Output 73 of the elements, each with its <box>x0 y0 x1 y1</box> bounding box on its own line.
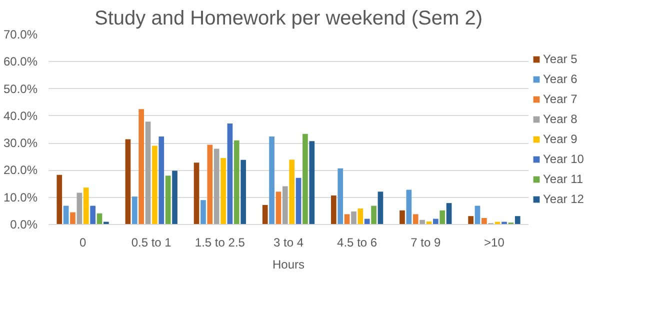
legend-label: Year 10 <box>543 152 584 166</box>
bar <box>282 186 288 224</box>
legend-label: Year 6 <box>543 72 578 86</box>
bar <box>132 196 138 224</box>
bar <box>227 124 233 224</box>
bar <box>76 192 82 224</box>
y-tick-label: 50.0% <box>3 82 38 96</box>
bar <box>482 218 487 224</box>
bar <box>474 206 480 224</box>
y-tick-label: 30.0% <box>3 136 38 150</box>
bar <box>165 176 171 224</box>
y-tick-label: 70.0% <box>3 28 38 42</box>
x-axis-title: Hours <box>272 258 305 272</box>
y-tick-label: 20.0% <box>3 163 38 178</box>
bar <box>412 214 418 224</box>
y-tick-label: 10.0% <box>3 190 38 204</box>
bar <box>214 148 220 224</box>
legend-label: Year 11 <box>543 172 584 186</box>
bar <box>90 206 96 224</box>
y-tick-label: 40.0% <box>3 108 38 123</box>
bar <box>289 160 295 224</box>
bar <box>296 178 302 224</box>
legend-label: Year 7 <box>543 92 578 106</box>
legend-label: Year 12 <box>543 192 584 206</box>
bar <box>63 206 69 224</box>
y-tick-label: 0.0% <box>10 218 38 232</box>
legend-label: Year 9 <box>543 132 578 146</box>
bar <box>446 203 452 224</box>
bar <box>351 211 356 224</box>
legend-label: Year 8 <box>543 112 578 126</box>
x-tick-label: 3 to 4 <box>273 236 304 250</box>
bar <box>338 168 344 224</box>
bar <box>172 170 178 224</box>
bar <box>276 192 282 224</box>
bar <box>200 200 206 224</box>
bar <box>70 212 76 224</box>
x-tick-label: 1.5 to 2.5 <box>194 236 246 250</box>
bar <box>309 141 315 224</box>
bar <box>344 214 350 224</box>
bar <box>194 162 200 224</box>
bar <box>378 192 384 224</box>
bar <box>468 216 474 224</box>
x-tick-label: 0.5 to 1 <box>131 236 172 250</box>
bar <box>364 218 370 224</box>
legend-label: Year 5 <box>543 52 578 66</box>
bar <box>125 139 131 224</box>
y-tick-label: 60.0% <box>3 54 38 69</box>
bar <box>358 208 364 224</box>
x-tick-label: >10 <box>484 236 505 250</box>
bar <box>152 146 158 224</box>
bar <box>138 109 144 224</box>
bar <box>262 204 268 224</box>
bar <box>514 216 520 224</box>
bar <box>440 210 446 224</box>
x-tick-label: 4.5 to 6 <box>337 236 378 250</box>
bar <box>220 158 226 224</box>
bar <box>207 144 213 224</box>
bar <box>269 136 274 224</box>
bar <box>371 206 376 224</box>
bar <box>406 190 412 224</box>
bar <box>145 122 151 224</box>
bar <box>302 134 308 224</box>
x-tick-label: 7 to 9 <box>410 236 441 250</box>
bar <box>240 160 246 224</box>
bar <box>56 174 62 224</box>
bar <box>330 195 336 224</box>
bar <box>158 136 164 224</box>
bar <box>432 218 438 224</box>
bar <box>234 140 240 224</box>
chart-title: Study and Homework per weekend (Sem 2) <box>94 8 482 30</box>
x-tick-label: 0 <box>79 236 86 250</box>
bar <box>83 188 89 224</box>
bar <box>400 210 405 224</box>
